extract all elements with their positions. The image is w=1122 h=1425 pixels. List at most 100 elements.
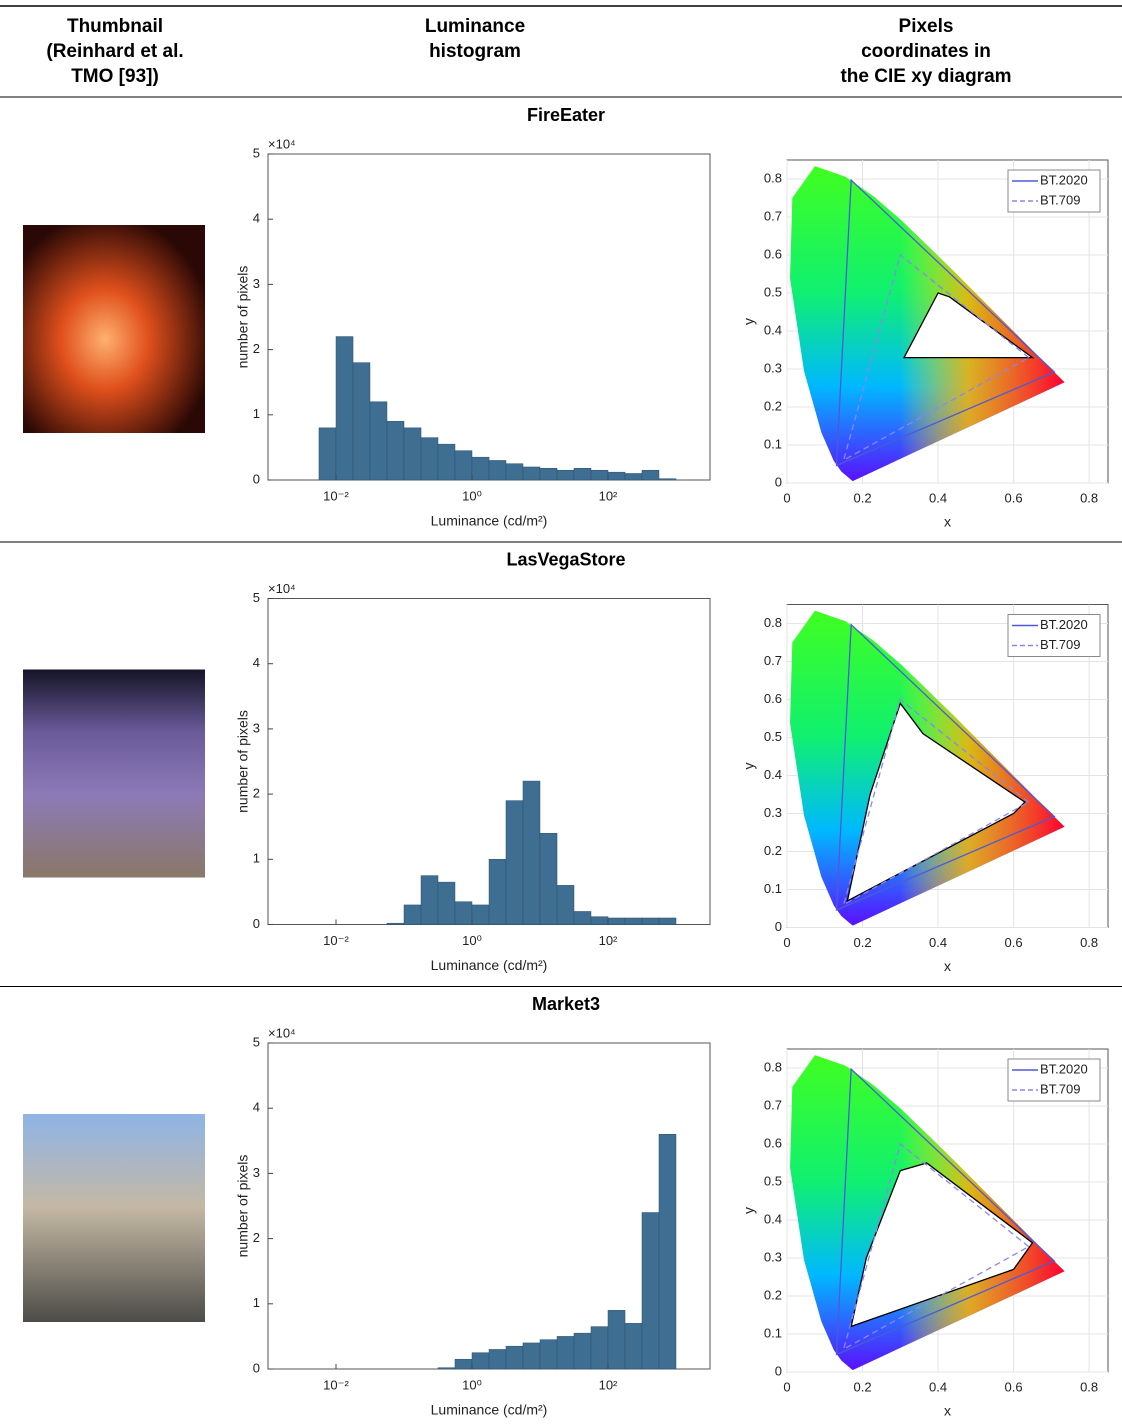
histogram-bar [607,471,626,481]
histogram-bar [641,917,660,925]
y-axis-label: number of pixels [235,710,251,813]
y-tick-label: 0.1 [764,436,782,451]
column-header: histogram [429,41,521,62]
histogram-bar [437,1367,456,1370]
histogram-bar [590,1326,609,1370]
y-tick-label: 5 [253,590,260,605]
histogram-bar [607,917,626,925]
legend-box [1007,169,1101,213]
histogram-bar [658,1134,677,1370]
y-axis-label: y [741,318,757,325]
y-tick-label: 3 [253,276,260,291]
histogram-bar [488,859,507,925]
x-tick-label: 0.4 [929,935,947,950]
y-tick-label: 0.2 [764,843,782,858]
histogram-bar [386,421,405,481]
histogram-bar [539,1339,558,1370]
y-multiplier: ×10⁴ [268,1025,296,1040]
y-tick-label: 0.1 [764,1325,782,1340]
y-tick-label: 0.8 [764,1059,782,1074]
y-tick-label: 0 [253,1360,260,1375]
gamut-triangle [835,1067,1056,1356]
histogram-bar [556,1336,575,1370]
y-tick-label: 0 [253,471,260,486]
histogram-bar [624,473,643,481]
histogram-bar [522,780,541,925]
histogram-bar [607,1310,626,1370]
y-tick-label: 0.8 [764,615,782,630]
y-axis-label: number of pixels [235,1155,251,1258]
row-title: LasVegaStore [506,549,625,569]
histogram-bar [403,427,422,481]
y-axis-label: y [741,763,757,770]
histogram-bar [420,437,439,481]
histogram-bar [471,456,490,481]
histogram-bar [522,1342,541,1370]
x-tick-label: 0.6 [1005,1379,1023,1394]
x-tick-label: 0.4 [929,490,947,505]
x-tick-label: 10⁻² [323,1377,349,1392]
pixel-gamut [846,701,1026,903]
y-tick-label: 1 [253,851,260,866]
y-axis-label: number of pixels [235,266,251,369]
histogram-bar [471,904,490,925]
histogram-bar [505,1345,524,1370]
x-tick-label: 0.6 [1005,935,1023,950]
y-tick-label: 5 [253,145,260,160]
pixel-gamut [850,1162,1034,1328]
histogram-bar [539,468,558,481]
histogram-bar [437,881,456,925]
gamut-triangle [842,253,1030,462]
legend-label: BT.709 [1040,637,1080,652]
x-tick-label: 0.8 [1080,1379,1098,1394]
histogram-bar [369,401,388,481]
y-tick-label: 4 [253,1100,260,1115]
row-title: Market3 [532,994,600,1014]
column-header: Thumbnail [67,16,163,37]
histogram-bar [641,1212,660,1370]
y-tick-label: 4 [253,211,260,226]
x-tick-label: 10⁰ [462,488,482,503]
histogram-bar [488,460,507,481]
y-tick-label: 3 [253,720,260,735]
y-tick-label: 0 [253,916,260,931]
histogram-bar [573,468,592,481]
histogram-bar [505,463,524,481]
legend-label: BT.2020 [1040,172,1088,187]
y-tick-label: 0.4 [764,1211,782,1226]
gamut-triangle [842,1142,1030,1351]
legend-box [1007,1058,1101,1102]
y-tick-label: 0.8 [764,170,782,185]
histogram-bar [454,1358,473,1370]
x-tick-label: 10² [599,488,618,503]
legend-label: BT.2020 [1040,1061,1088,1076]
column-header: coordinates in [861,41,991,62]
gamut-triangle [835,178,1056,467]
histogram-bar [437,443,456,481]
histogram-bar [556,885,575,925]
y-tick-label: 0.4 [764,767,782,782]
y-tick-label: 0.7 [764,208,782,223]
column-header: Luminance [425,16,525,37]
x-axis-label: Luminance (cd/m²) [431,513,548,529]
column-header: (Reinhard et al. [46,41,183,62]
histogram-bar [386,922,405,925]
histogram-bar [573,911,592,925]
histogram-bar [658,917,677,925]
y-tick-label: 1 [253,406,260,421]
histogram-bar [539,832,558,925]
x-tick-label: 0.6 [1005,490,1023,505]
column-header: Pixels [899,16,954,37]
y-tick-label: 0.7 [764,1097,782,1112]
y-tick-label: 2 [253,341,260,356]
y-tick-label: 0.1 [764,881,782,896]
y-tick-label: 0.2 [764,1287,782,1302]
x-tick-label: 0.2 [853,1379,871,1394]
thumbnail [23,225,205,433]
x-axis-label: x [944,958,951,974]
y-tick-label: 0.7 [764,653,782,668]
y-tick-label: 0.3 [764,1249,782,1264]
x-tick-label: 10⁰ [462,933,482,948]
column-header: the CIE xy diagram [840,66,1011,87]
